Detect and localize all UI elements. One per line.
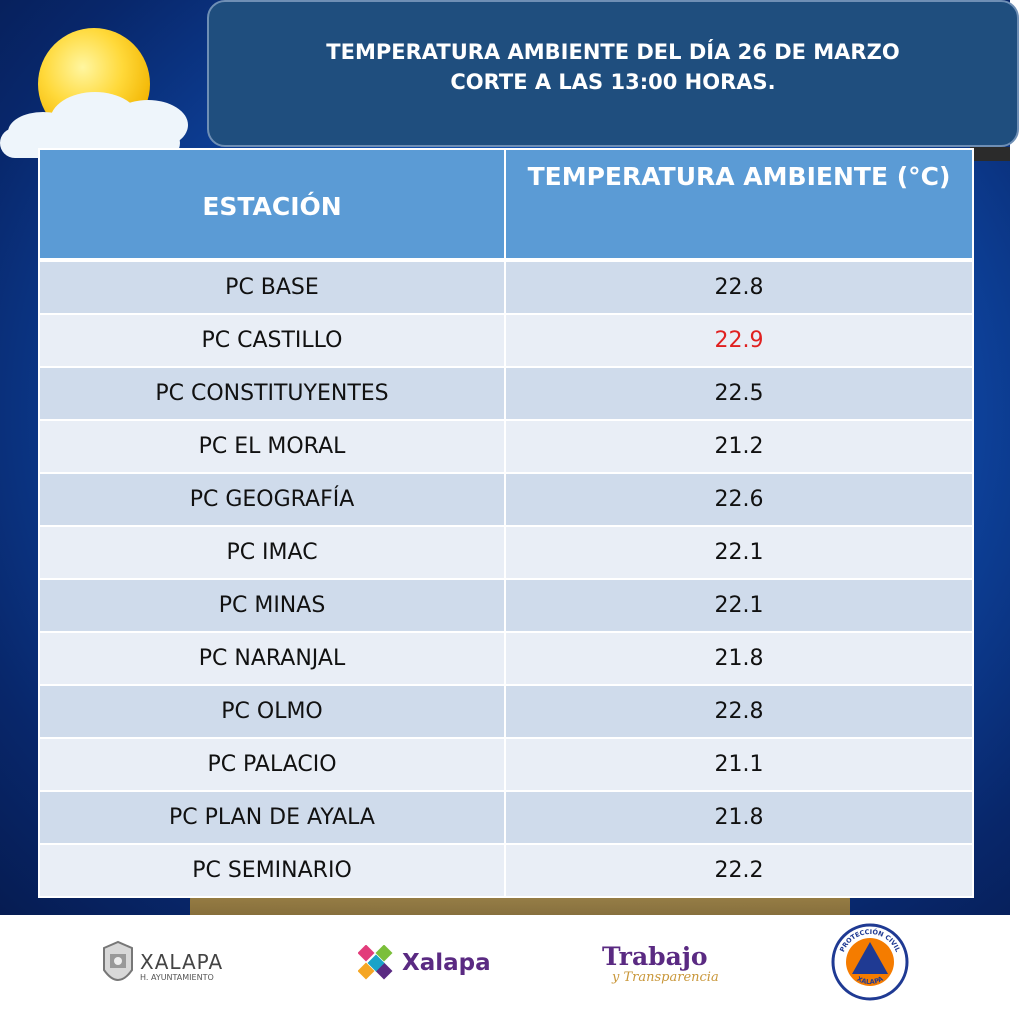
temperature-cell: 22.1 <box>504 525 974 580</box>
table-row: PC MINAS 22.1 <box>38 578 974 633</box>
station-cell: PC BASE <box>38 258 506 315</box>
column-header-temperature: TEMPERATURA AMBIENTE (°C) <box>504 148 974 261</box>
logo-xalapa-text: Xalapa <box>402 950 491 976</box>
seal-bottom-text: XALAPA <box>856 975 885 986</box>
civil-protection-seal-icon: PROTECCIÓN CIVIL XALAPA <box>831 923 909 1001</box>
table-row: PC GEOGRAFÍA 22.6 <box>38 472 974 527</box>
station-cell: PC OLMO <box>38 684 506 739</box>
temperature-cell: 21.1 <box>504 737 974 792</box>
xalapa-crest-icon <box>103 940 133 981</box>
temperature-cell: 22.8 <box>504 684 974 739</box>
header-shadow <box>970 147 1010 161</box>
logo-xalapa-ayuntamiento-text: XALAPA <box>140 950 224 974</box>
table-row: PC EL MORAL 21.2 <box>38 419 974 474</box>
temperature-cell: 21.2 <box>504 419 974 474</box>
table-row: PC BASE 22.8 <box>38 258 974 315</box>
svg-text:XALAPA: XALAPA <box>856 975 885 986</box>
column-header-station: ESTACIÓN <box>38 148 506 261</box>
table-row: PC PALACIO 21.1 <box>38 737 974 792</box>
station-cell: PC CONSTITUYENTES <box>38 366 506 421</box>
temperature-table: ESTACIÓN TEMPERATURA AMBIENTE (°C) PC BA… <box>38 148 974 898</box>
temperature-cell: 21.8 <box>504 631 974 686</box>
table-row: PC SEMINARIO 22.2 <box>38 843 974 898</box>
temperature-cell: 22.9 <box>504 313 974 368</box>
header-title-line1: TEMPERATURA AMBIENTE DEL DÍA 26 DE MARZO <box>326 40 900 64</box>
header-banner: TEMPERATURA AMBIENTE DEL DÍA 26 DE MARZO… <box>207 0 1019 147</box>
station-cell: PC GEOGRAFÍA <box>38 472 506 527</box>
table-row: PC NARANJAL 21.8 <box>38 631 974 686</box>
temperature-cell: 22.8 <box>504 258 974 315</box>
logo-xalapa-ayuntamiento-subtext: H. AYUNTAMIENTO <box>140 973 214 982</box>
station-cell: PC IMAC <box>38 525 506 580</box>
table-row: PC OLMO 22.8 <box>38 684 974 739</box>
temperature-cell: 22.1 <box>504 578 974 633</box>
station-cell: PC CASTILLO <box>38 313 506 368</box>
temperature-cell: 22.6 <box>504 472 974 527</box>
table-row: PC CONSTITUYENTES 22.5 <box>38 366 974 421</box>
station-cell: PC EL MORAL <box>38 419 506 474</box>
logo-trabajo-text: Trabajo <box>602 942 708 971</box>
station-cell: PC PLAN DE AYALA <box>38 790 506 845</box>
table-row: PC CASTILLO 22.9 <box>38 313 974 368</box>
logo-transparencia-text: y Transparencia <box>612 970 719 985</box>
station-cell: PC SEMINARIO <box>38 843 506 898</box>
station-cell: PC NARANJAL <box>38 631 506 686</box>
temperature-cell: 22.5 <box>504 366 974 421</box>
table-header-row: ESTACIÓN TEMPERATURA AMBIENTE (°C) <box>38 148 974 261</box>
table-row: PC IMAC 22.1 <box>38 525 974 580</box>
temperature-cell: 21.8 <box>504 790 974 845</box>
temperature-cell: 22.2 <box>504 843 974 898</box>
header-title-line2: CORTE A LAS 13:00 HORAS. <box>450 70 776 94</box>
station-cell: PC MINAS <box>38 578 506 633</box>
station-cell: PC PALACIO <box>38 737 506 792</box>
xalapa-emblem-icon <box>358 945 393 980</box>
table-row: PC PLAN DE AYALA 21.8 <box>38 790 974 845</box>
